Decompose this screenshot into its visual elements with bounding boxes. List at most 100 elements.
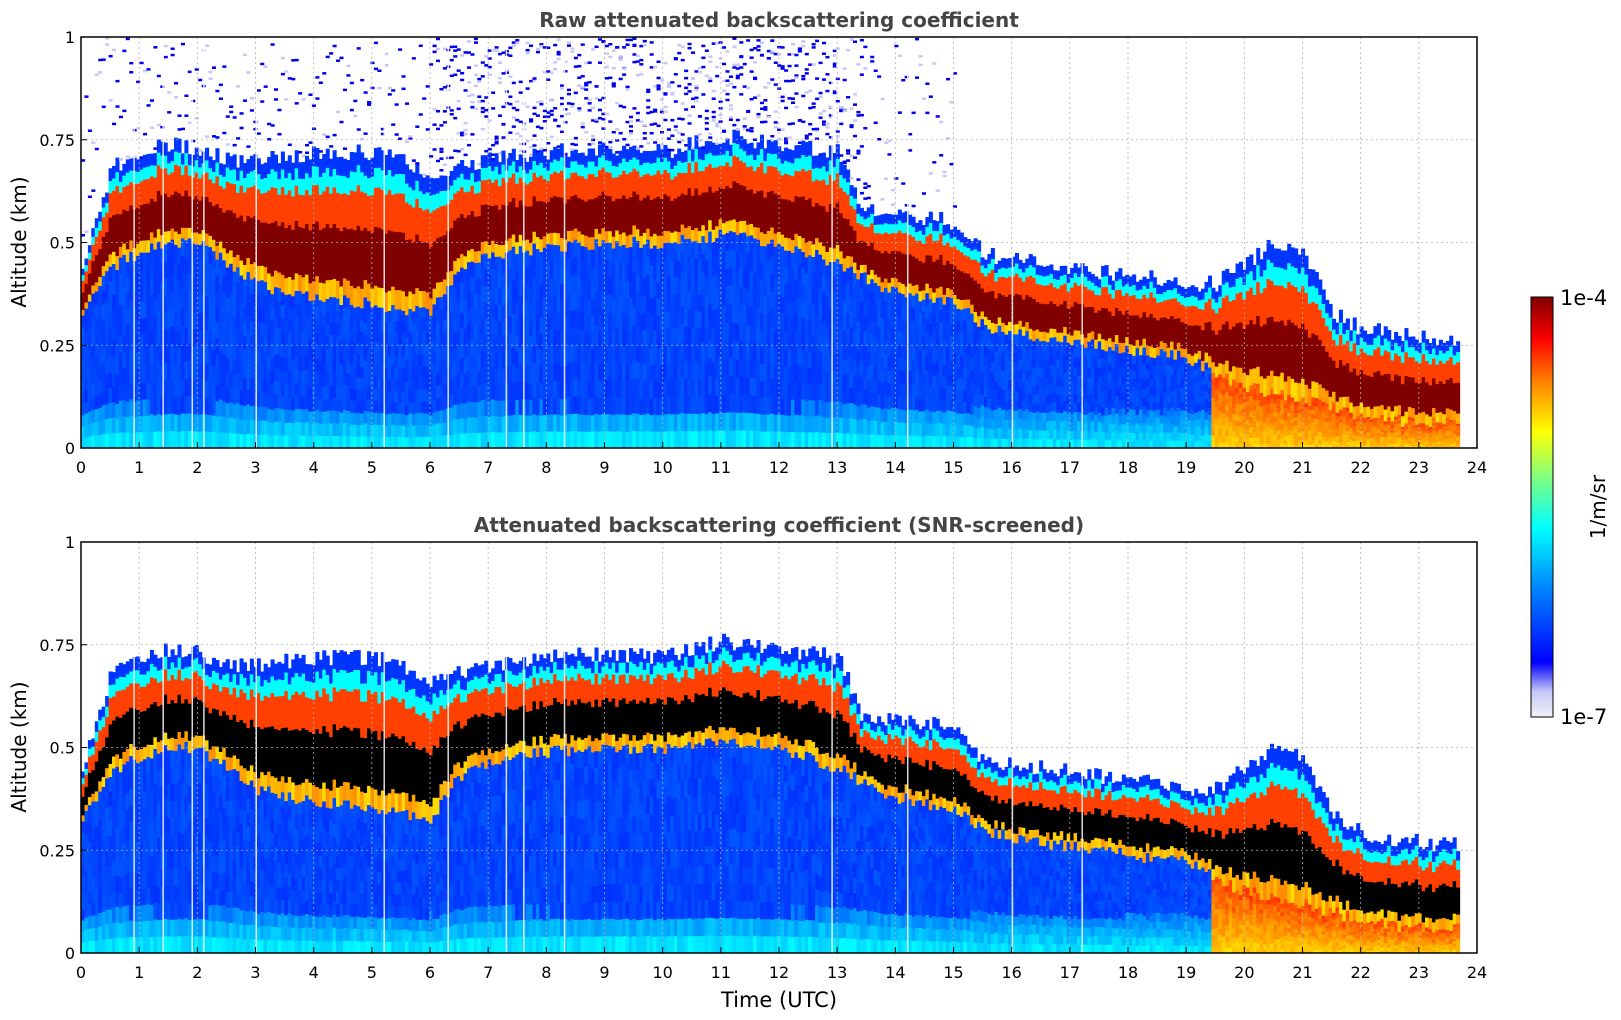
- heatmap-cell: [205, 233, 210, 246]
- heatmap-cell: [439, 251, 444, 267]
- heatmap-cell: [411, 172, 416, 191]
- noise-cell: [756, 45, 761, 48]
- noise-cell: [525, 51, 530, 55]
- heatmap-cell: [236, 229, 241, 243]
- heatmap-cell: [156, 430, 161, 448]
- heatmap-cell: [418, 307, 423, 320]
- heatmap-cell: [722, 176, 727, 189]
- heatmap-cell: [556, 414, 561, 432]
- heatmap-cell: [242, 293, 248, 308]
- heatmap-cell: [466, 416, 472, 433]
- heatmap-cell: [229, 355, 234, 372]
- heatmap-cell: [415, 376, 420, 390]
- heatmap-cell: [208, 212, 213, 225]
- heatmap-cell: [356, 377, 361, 390]
- heatmap-cell: [580, 262, 585, 280]
- heatmap-cell: [677, 231, 682, 244]
- heatmap-cell: [694, 309, 699, 328]
- noise-cell: [725, 79, 730, 82]
- heatmap-cell: [301, 243, 306, 261]
- heatmap-cell: [291, 422, 296, 436]
- heatmap-cell: [81, 268, 86, 276]
- heatmap-cell: [463, 243, 468, 257]
- heatmap-cell: [308, 435, 313, 448]
- heatmap-cell: [597, 397, 603, 415]
- heatmap-cell: [756, 215, 761, 228]
- heatmap-cell: [205, 172, 210, 185]
- heatmap-cell: [318, 158, 323, 178]
- heatmap-cell: [346, 177, 351, 195]
- heatmap-cell: [222, 164, 227, 177]
- heatmap-cell: [604, 195, 609, 208]
- noise-cell: [101, 58, 106, 61]
- heatmap-cell: [367, 398, 372, 412]
- heatmap-cell: [146, 366, 151, 384]
- heatmap-cell: [280, 169, 285, 188]
- heatmap-cell: [112, 226, 117, 240]
- heatmap-cell: [594, 176, 599, 188]
- heatmap-cell: [122, 175, 127, 188]
- heatmap-cell: [418, 342, 423, 355]
- heatmap-cell: [184, 257, 189, 276]
- heatmap-cell: [680, 269, 685, 289]
- heatmap-cell: [735, 270, 740, 289]
- heatmap-cell: [373, 328, 378, 342]
- heatmap-cell: [759, 217, 764, 233]
- noise-cell: [587, 102, 592, 105]
- heatmap-cell: [518, 397, 523, 415]
- heatmap-cell: [659, 222, 665, 236]
- heatmap-cell: [453, 331, 458, 347]
- heatmap-cell: [139, 228, 144, 241]
- heatmap-cell: [429, 315, 434, 327]
- heatmap-cell: [301, 370, 306, 384]
- noise-cell: [515, 41, 520, 45]
- heatmap-cell: [587, 249, 592, 267]
- heatmap-cell: [628, 246, 634, 264]
- heatmap-cell: [81, 381, 86, 394]
- heatmap-cell: [460, 213, 465, 228]
- heatmap-cell: [546, 413, 551, 432]
- heatmap-cell: [615, 275, 620, 294]
- heatmap-cell: [429, 177, 434, 196]
- heatmap-cell: [418, 240, 423, 258]
- heatmap-cell: [580, 279, 585, 297]
- heatmap-column: [167, 91, 172, 448]
- heatmap-cell: [591, 298, 596, 316]
- heatmap-cell: [487, 244, 492, 259]
- heatmap-cell: [267, 434, 272, 448]
- heatmap-cell: [408, 331, 413, 344]
- heatmap-cell: [532, 413, 537, 432]
- heatmap-cell: [739, 220, 744, 234]
- heatmap-cell: [218, 196, 223, 209]
- noise-cell: [194, 117, 199, 120]
- heatmap-cell: [687, 395, 692, 414]
- heatmap-cell: [535, 331, 540, 349]
- heatmap-cell: [722, 358, 727, 378]
- heatmap-cell: [84, 424, 89, 437]
- heatmap-cell: [170, 360, 175, 379]
- heatmap-cell: [84, 413, 89, 426]
- heatmap-cell: [363, 347, 368, 361]
- heatmap-cell: [622, 431, 627, 448]
- heatmap-cell: [149, 187, 154, 199]
- heatmap-cell: [722, 412, 727, 431]
- noise-cell: [649, 131, 654, 135]
- heatmap-cell: [377, 424, 382, 437]
- noise-cell: [236, 85, 241, 88]
- noise-cell: [563, 60, 568, 64]
- heatmap-cell: [315, 319, 320, 334]
- heatmap-cell: [280, 369, 285, 384]
- heatmap-column: [725, 50, 730, 448]
- heatmap-cell: [260, 377, 265, 393]
- heatmap-cell: [91, 422, 96, 436]
- heatmap-cell: [646, 430, 651, 448]
- noise-cell: [735, 118, 740, 122]
- heatmap-cell: [591, 161, 596, 175]
- heatmap-cell: [363, 435, 368, 448]
- heatmap-cell: [677, 243, 682, 261]
- heatmap-cell: [81, 280, 86, 287]
- heatmap-cell: [435, 385, 441, 399]
- heatmap-cell: [263, 378, 268, 393]
- heatmap-cell: [112, 386, 117, 403]
- noise-cell: [560, 84, 565, 87]
